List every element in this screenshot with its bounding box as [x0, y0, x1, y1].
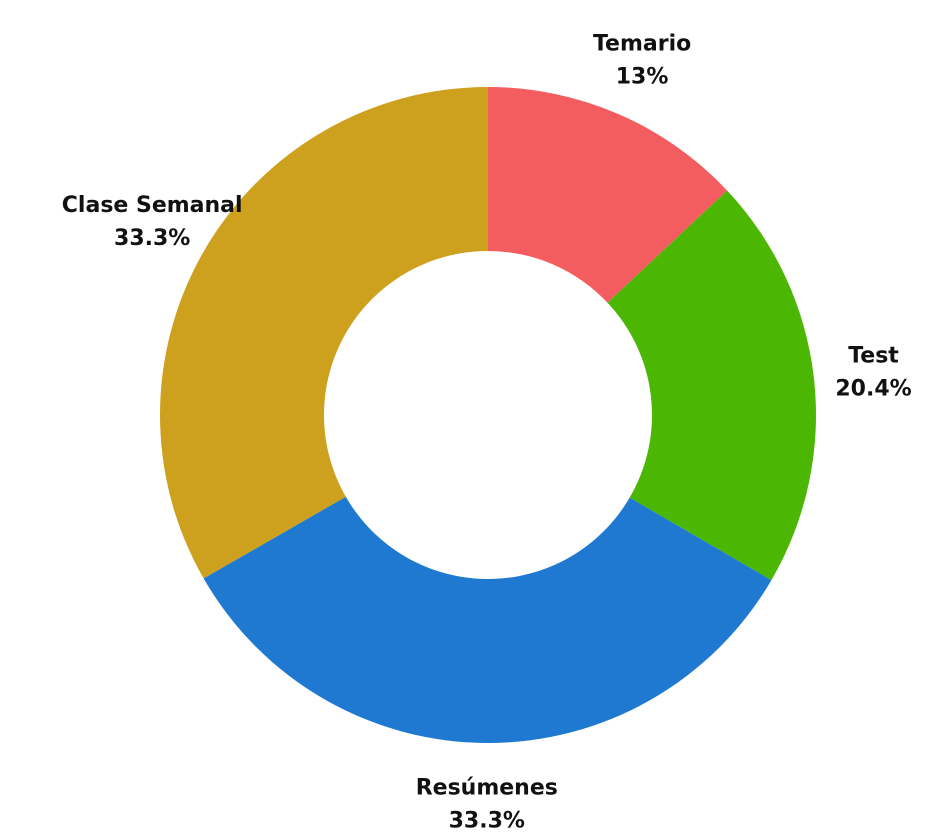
slice-test: [607, 190, 816, 581]
slice-value-label: 20.4%: [835, 377, 911, 402]
slice-resumenes: [203, 496, 772, 743]
slice-label-test: Test 20.4%: [835, 344, 911, 402]
slice-value-label: 33.3%: [449, 808, 525, 833]
slice-category-label: Clase Semanal: [62, 193, 243, 218]
slice-labels: Temario 13%Test 20.4%Resúmenes 33.3%Clase S…: [62, 31, 912, 833]
slice-value-label: 33.3%: [114, 226, 190, 251]
slice-clase-semanal: [159, 86, 488, 579]
slice-label-temario: Temario 13%: [593, 31, 691, 89]
slice-temario: [488, 87, 728, 303]
donut-slices: [159, 86, 816, 743]
slice-category-label: Test: [848, 344, 899, 369]
slice-label-clase-semanal: Clase Semanal 33.3%: [62, 193, 243, 251]
slice-label-resumenes: Resúmenes 33.3%: [416, 775, 558, 833]
slice-value-label: 13%: [616, 64, 669, 89]
slice-category-label: Resúmenes: [416, 775, 558, 800]
slice-category-label: Temario: [593, 31, 691, 56]
